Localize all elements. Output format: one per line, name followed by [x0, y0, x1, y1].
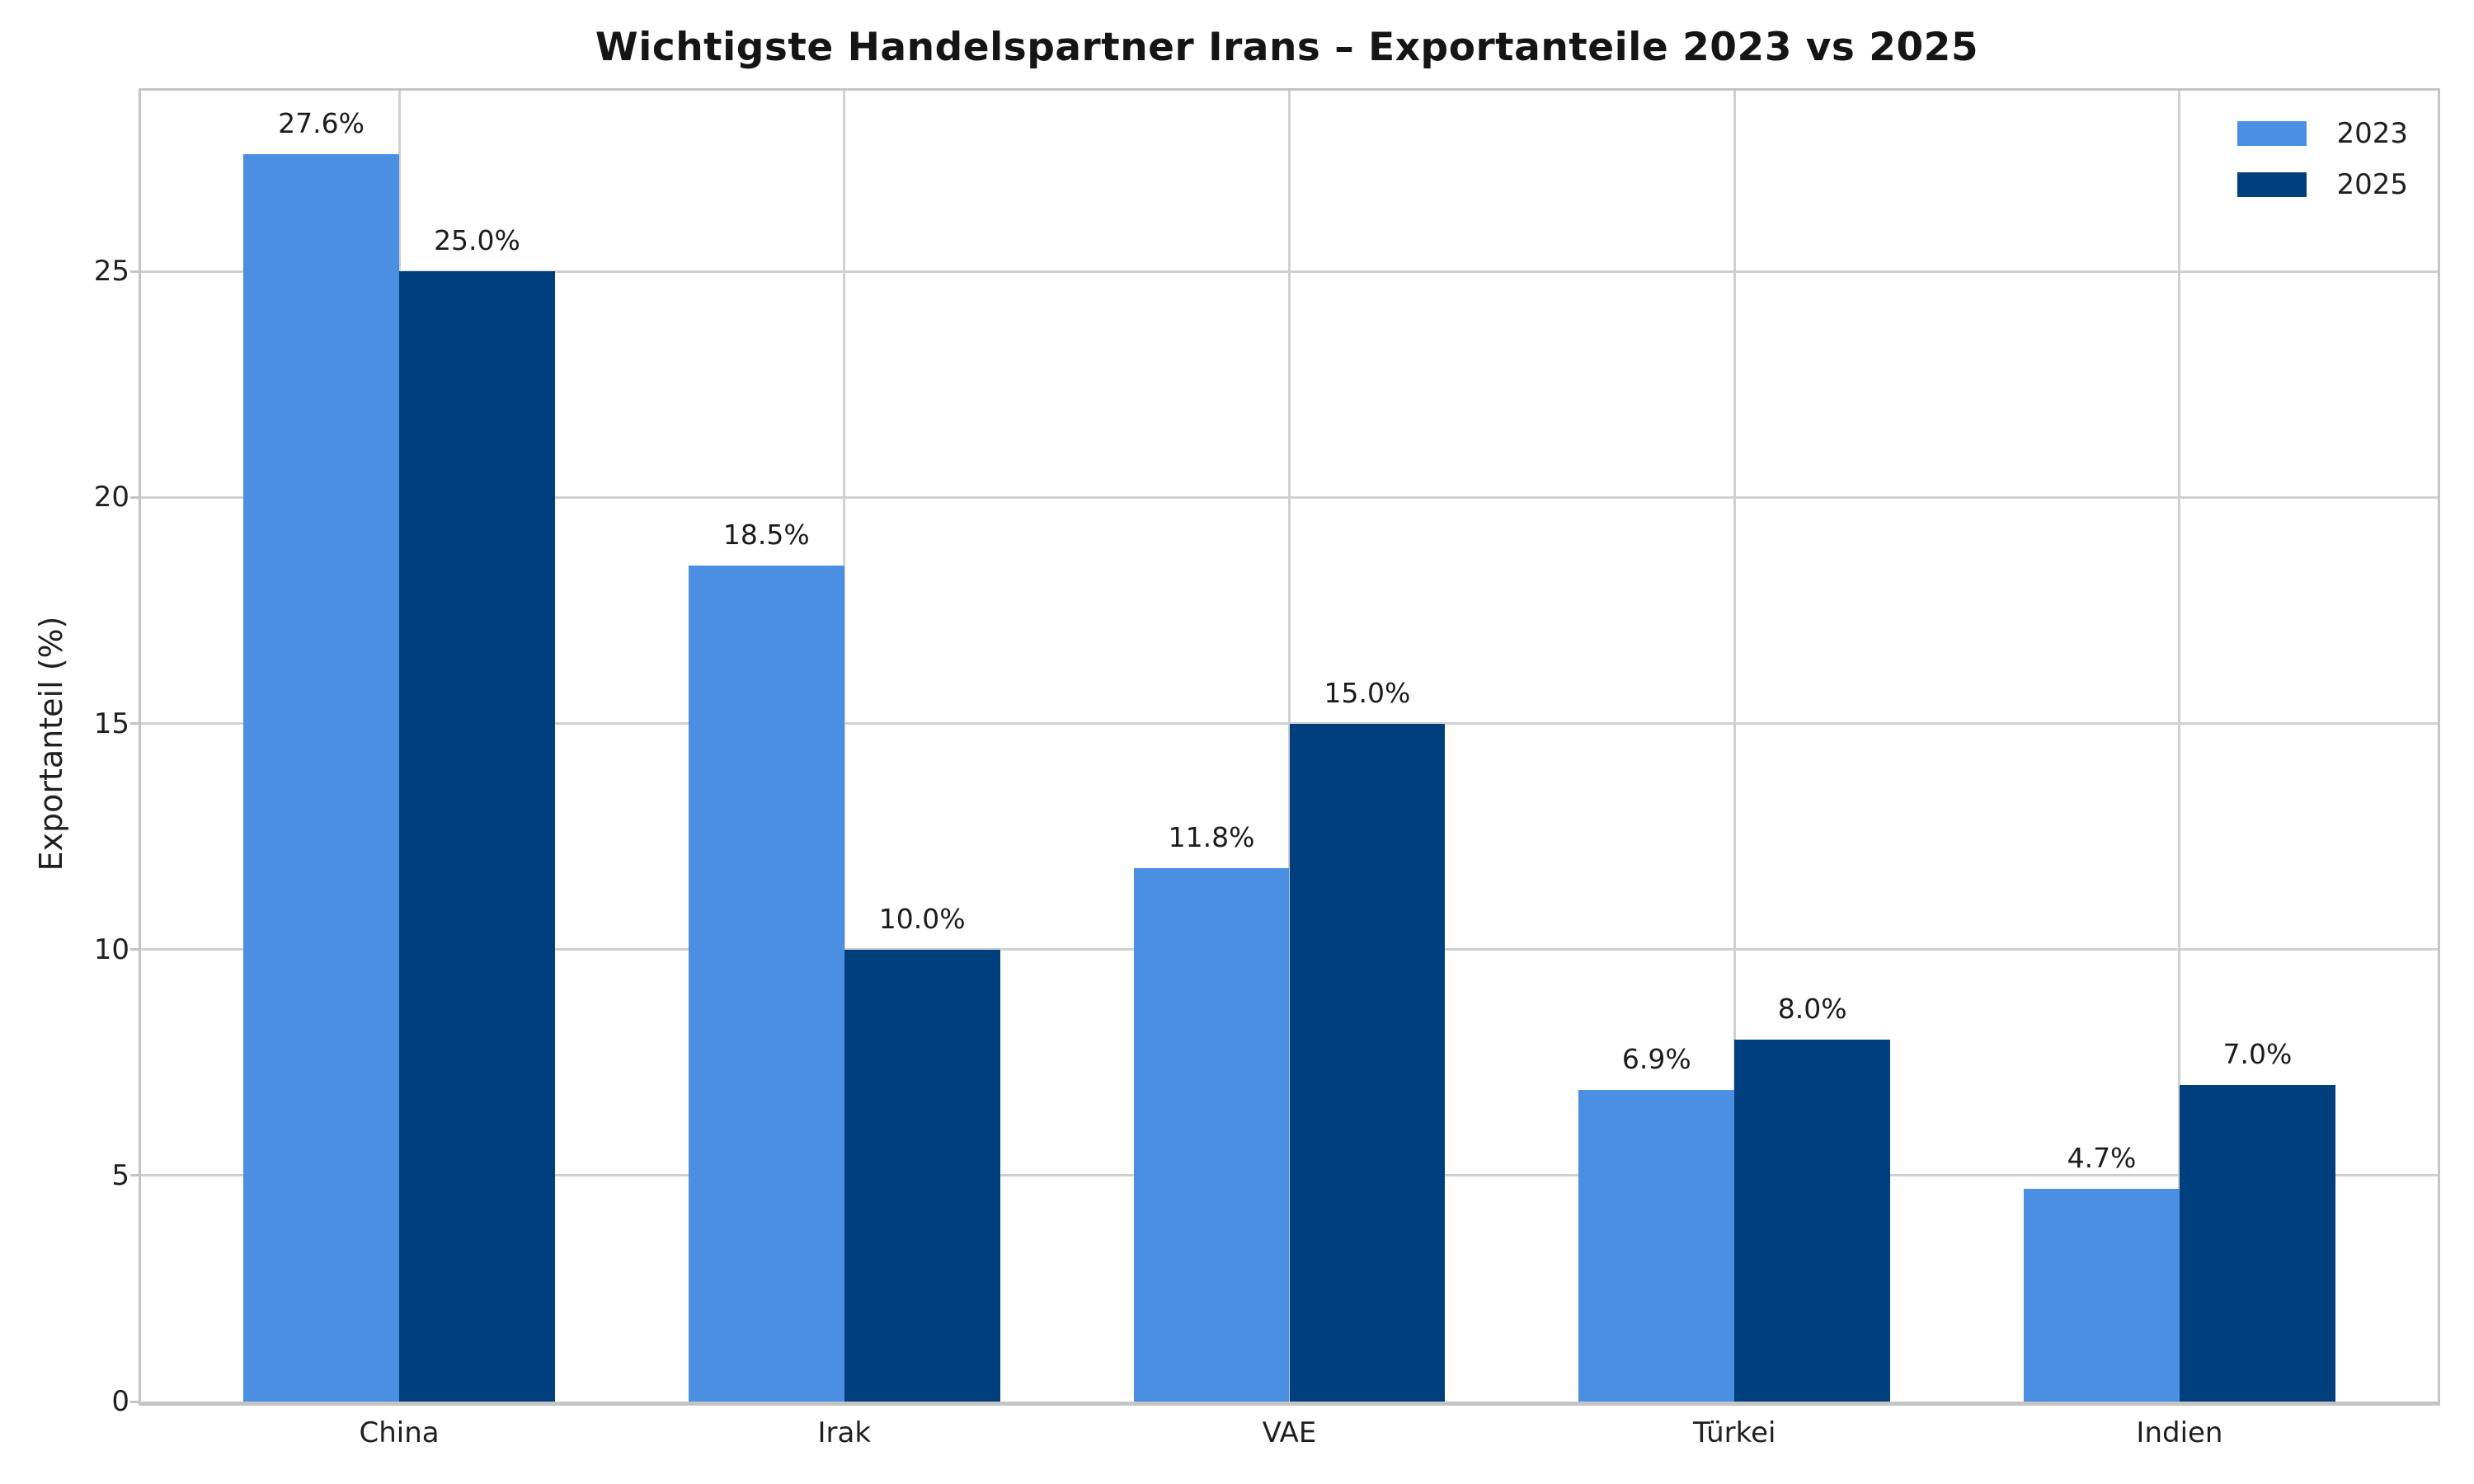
- legend-label-2025: 2025: [2336, 168, 2408, 201]
- bar-2023-vae: [1133, 868, 1290, 1402]
- x-gridline-tuerkei: [1733, 91, 1736, 1402]
- y-tick-label-20: 20: [93, 481, 129, 514]
- value-label-2023-indien: 4.7%: [2067, 1142, 2137, 1175]
- chart-title: Wichtigste Handelspartner Irans – Export…: [595, 25, 1979, 70]
- y-tick-mark-10: [130, 948, 139, 951]
- legend-item-2023: 2023: [2237, 115, 2408, 152]
- bar-2023-irak: [688, 565, 844, 1402]
- value-label-2023-irak: 18.5%: [722, 518, 810, 551]
- value-label-2025-irak: 10.0%: [878, 902, 966, 935]
- x-tick-label-indien: Indien: [2136, 1416, 2223, 1449]
- bar-2025-vae: [1289, 723, 1446, 1402]
- y-tick-label-5: 5: [111, 1158, 129, 1192]
- y-tick-mark-0: [130, 1400, 139, 1403]
- legend-item-2025: 2025: [2237, 167, 2408, 203]
- y-tick-label-0: 0: [111, 1385, 129, 1418]
- bar-2025-indien: [2179, 1085, 2335, 1402]
- bar-2023-tuerkei: [1578, 1089, 1735, 1402]
- legend-swatch-2023: [2237, 121, 2307, 146]
- bar-2025-irak: [844, 949, 1000, 1402]
- x-tick-label-china: China: [359, 1416, 440, 1449]
- x-gridline-indien: [2178, 91, 2181, 1402]
- x-tick-label-tuerkei: Türkei: [1692, 1416, 1776, 1449]
- bar-2023-indien: [2024, 1189, 2180, 1402]
- y-tick-label-15: 15: [93, 707, 129, 740]
- value-label-2023-tuerkei: 6.9%: [1621, 1042, 1691, 1075]
- plot-area: 0 5 10 15 20 25 China Irak VAE Türkei Indien 27.6% 1…: [94, 88, 2440, 1449]
- legend-label-2023: 2023: [2336, 117, 2408, 150]
- legend-swatch-2025: [2237, 172, 2307, 197]
- x-tick-label-vae: VAE: [1262, 1416, 1317, 1449]
- value-label-2023-vae: 11.8%: [1168, 821, 1255, 854]
- value-label-2025-tuerkei: 8.0%: [1777, 993, 1847, 1026]
- y-tick-mark-25: [130, 270, 139, 273]
- y-tick-mark-20: [130, 495, 139, 499]
- legend: 2023 2025: [2237, 115, 2408, 218]
- value-label-2025-indien: 7.0%: [2222, 1038, 2293, 1071]
- y-tick-label-25: 25: [93, 255, 129, 289]
- bar-2025-china: [399, 271, 555, 1402]
- bar-2023-china: [243, 153, 400, 1402]
- y-axis-label: Exportanteil (%): [33, 616, 69, 871]
- x-gridline-irak: [843, 91, 846, 1402]
- y-tick-mark-15: [130, 722, 139, 726]
- y-tick-label-10: 10: [93, 932, 129, 966]
- bar-2025-tuerkei: [1734, 1040, 1891, 1402]
- x-tick-label-irak: Irak: [817, 1416, 872, 1449]
- y-tick-mark-5: [130, 1174, 139, 1177]
- value-label-2025-vae: 15.0%: [1324, 676, 1411, 709]
- value-label-2023-china: 27.6%: [278, 106, 365, 139]
- value-label-2025-china: 25.0%: [434, 224, 520, 257]
